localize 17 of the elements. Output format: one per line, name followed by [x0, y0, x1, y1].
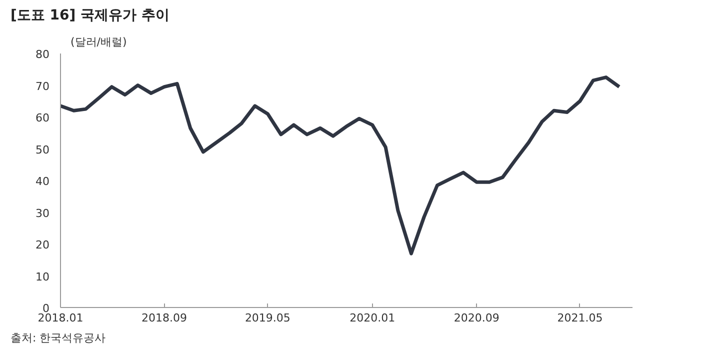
y-tick-label: 50 [36, 143, 50, 156]
x-tick-label: 2020.09 [454, 312, 500, 324]
x-tick-label: 2020.01 [350, 312, 396, 324]
y-tick-label: 40 [36, 175, 50, 188]
y-tick-label: 10 [36, 270, 50, 284]
line-series [60, 76, 622, 256]
y-tick-label: 30 [36, 206, 50, 220]
x-tick-label: 2019.05 [244, 312, 290, 324]
x-tick-label: 2018.09 [142, 312, 188, 324]
y-tick-label: 20 [36, 238, 50, 252]
y-tick-label: 80 [36, 48, 50, 61]
source-note: 출처: 한국석유공사 [10, 332, 106, 344]
x-tick-label: 2021.05 [557, 312, 603, 324]
y-tick-label: 70 [36, 80, 50, 93]
y-tick-label: 60 [36, 112, 50, 124]
chart-title: [도표 16] 국제유가 추이 [10, 8, 170, 24]
y-axis-title: (달러/배럴) [70, 36, 127, 48]
